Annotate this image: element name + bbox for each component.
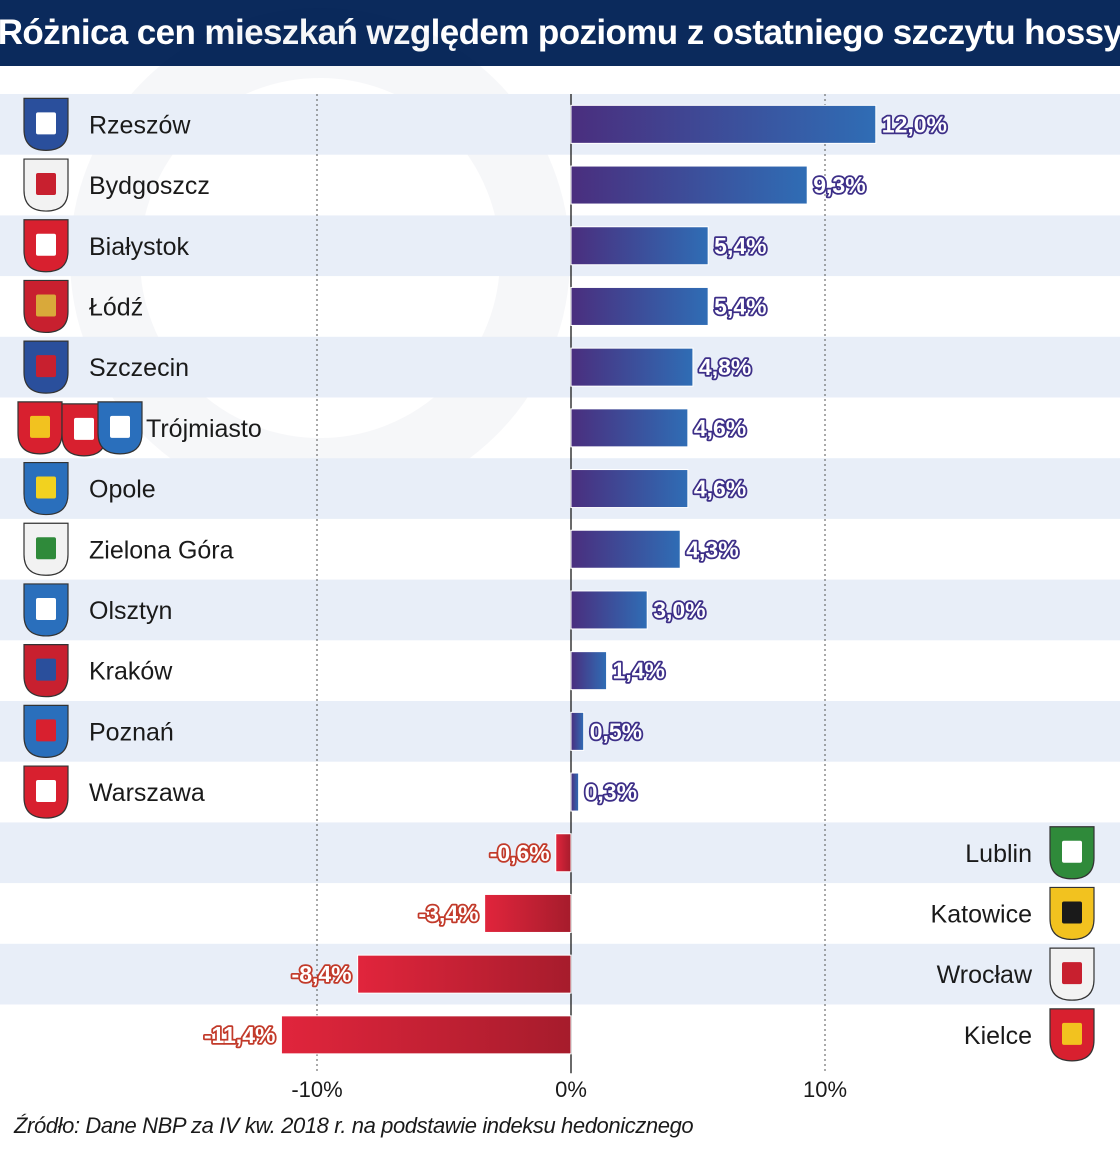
category-label: Warszawa bbox=[89, 779, 205, 807]
value-label: -11,4% bbox=[204, 1022, 276, 1048]
coat-of-arms-szczecin-icon bbox=[23, 340, 69, 394]
category-label: Poznań bbox=[89, 718, 174, 746]
value-label: 0,3% bbox=[585, 779, 637, 805]
coat-of-arms-lublin-icon bbox=[1049, 826, 1095, 880]
bar-szczecin bbox=[570, 347, 694, 387]
coat-of-arms-trojmiasto-icon-3 bbox=[97, 401, 143, 455]
value-label: 0,5% bbox=[590, 718, 642, 744]
coat-of-arms-trojmiasto-icon bbox=[17, 401, 63, 455]
row-band bbox=[0, 94, 1120, 155]
coat-of-arms-olsztyn-icon bbox=[23, 583, 69, 637]
row-band bbox=[0, 215, 1120, 277]
bar-krakow bbox=[570, 651, 608, 691]
value-label: 9,3% bbox=[813, 172, 865, 198]
coat-of-arms-katowice-icon bbox=[1049, 886, 1095, 941]
category-label: Zielona Góra bbox=[89, 536, 234, 564]
value-label: 4,3% bbox=[686, 536, 738, 562]
bar-bialystok bbox=[570, 226, 709, 266]
category-label: Białystok bbox=[89, 233, 190, 261]
bar-bydgoszcz bbox=[570, 165, 808, 205]
value-label: 4,8% bbox=[699, 354, 751, 380]
x-tick-label: 0% bbox=[555, 1077, 587, 1102]
bar-trojmiasto bbox=[570, 408, 689, 448]
value-label: 5,4% bbox=[714, 233, 766, 259]
bar-rzeszow bbox=[570, 104, 877, 144]
category-label: Lublin bbox=[965, 840, 1032, 868]
coat-of-arms-opole-icon bbox=[23, 461, 69, 516]
category-label: Bydgoszcz bbox=[89, 172, 210, 200]
row-band bbox=[0, 701, 1120, 762]
category-label: Kraków bbox=[89, 658, 173, 686]
category-label: Wrocław bbox=[937, 961, 1033, 989]
category-label: Katowice bbox=[931, 900, 1032, 928]
coat-of-arms-krakow-icon bbox=[23, 644, 69, 698]
value-label: 12,0% bbox=[882, 111, 947, 137]
coat-of-arms-kielce-icon bbox=[1049, 1008, 1095, 1062]
bar-wroclaw bbox=[357, 954, 572, 994]
bar-poznan bbox=[570, 711, 585, 751]
value-label: -3,4% bbox=[419, 900, 479, 926]
coat-of-arms-rzeszow-icon bbox=[23, 97, 69, 151]
value-label: 4,6% bbox=[694, 476, 746, 502]
coat-of-arms-zielona-gora-icon bbox=[23, 522, 69, 576]
value-label: 5,4% bbox=[714, 293, 766, 319]
coat-of-arms-bialystok-icon bbox=[23, 219, 69, 273]
category-label: Olsztyn bbox=[89, 597, 172, 625]
value-label: 4,6% bbox=[694, 415, 746, 441]
coat-of-arms-wroclaw-icon bbox=[1049, 947, 1095, 1001]
coat-of-arms-lodz-icon bbox=[23, 279, 69, 334]
coat-of-arms-warszawa-icon bbox=[23, 765, 69, 819]
value-label: -0,6% bbox=[490, 840, 550, 866]
x-tick-label: 10% bbox=[803, 1077, 847, 1102]
category-label: Kielce bbox=[964, 1022, 1032, 1050]
coat-of-arms-bydgoszcz-icon bbox=[23, 158, 69, 212]
source-note: Źródło: Dane NBP za IV kw. 2018 r. na po… bbox=[14, 1113, 694, 1138]
bar-kielce bbox=[280, 1015, 572, 1055]
value-label: -8,4% bbox=[292, 961, 352, 987]
bar-katowice bbox=[484, 893, 572, 933]
coat-of-arms-poznan-icon bbox=[23, 704, 69, 758]
row-band bbox=[0, 579, 1120, 641]
bar-chart: -10% 0% 10% 12,0% Rzeszów 9,3% Bydgoszcz 5,4% Bi… bbox=[0, 94, 1120, 1102]
category-label: Łódź bbox=[89, 293, 143, 321]
category-label: Rzeszów bbox=[89, 111, 191, 139]
bar-warszawa bbox=[570, 772, 580, 812]
category-label: Opole bbox=[89, 476, 156, 504]
value-label: 1,4% bbox=[613, 658, 665, 684]
bar-olsztyn bbox=[570, 590, 648, 630]
category-label: Trójmiasto bbox=[146, 415, 262, 443]
bar-lublin bbox=[555, 833, 572, 873]
chart-title: Różnica cen mieszkań względem poziomu z … bbox=[0, 0, 1120, 66]
row-band bbox=[0, 336, 1120, 398]
category-label: Szczecin bbox=[89, 354, 189, 382]
row-band bbox=[0, 458, 1120, 519]
bar-opole bbox=[570, 469, 689, 509]
x-tick-label: -10% bbox=[291, 1077, 342, 1102]
value-label: 3,0% bbox=[653, 597, 705, 623]
bar-zielona-gora bbox=[570, 529, 681, 569]
bar-lodz bbox=[570, 286, 709, 326]
